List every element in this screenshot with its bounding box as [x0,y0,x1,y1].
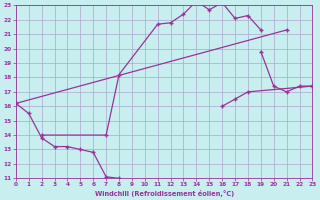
X-axis label: Windchill (Refroidissement éolien,°C): Windchill (Refroidissement éolien,°C) [94,190,234,197]
